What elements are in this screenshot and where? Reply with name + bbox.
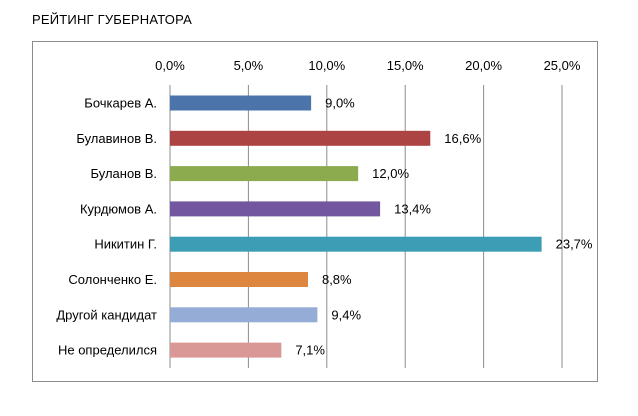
category-label: Другой кандидат — [56, 307, 157, 322]
bar — [170, 307, 318, 323]
category-label: Курдюмов А. — [80, 201, 157, 216]
category-label: Никитин Г. — [94, 237, 157, 252]
data-label: 8,8% — [322, 272, 352, 287]
bar — [170, 342, 282, 358]
category-label: Не определился — [58, 343, 157, 358]
page-title: РЕЙТИНГ ГУБЕРНАТОРА — [32, 12, 192, 27]
category-label: Бочкарев А. — [84, 96, 157, 111]
data-label: 7,1% — [295, 343, 325, 358]
data-label: 13,4% — [394, 201, 431, 216]
bar — [170, 236, 542, 252]
x-tick-label: 15,0% — [387, 58, 424, 73]
category-label: Булавинов В. — [76, 131, 157, 146]
data-label: 9,4% — [331, 307, 361, 322]
bar — [170, 130, 431, 146]
x-tick-label: 25,0% — [544, 58, 581, 73]
x-tick-label: 0,0% — [155, 58, 185, 73]
bar — [170, 166, 359, 182]
bar — [170, 201, 381, 217]
x-tick-label: 10,0% — [308, 58, 345, 73]
data-label: 23,7% — [556, 237, 593, 252]
category-label: Буланов В. — [91, 166, 158, 181]
bar — [170, 272, 308, 287]
data-label: 9,0% — [325, 96, 355, 111]
x-tick-label: 20,0% — [465, 58, 502, 73]
data-label: 16,6% — [444, 131, 481, 146]
x-tick-label: 5,0% — [234, 58, 264, 73]
category-label: Солонченко Е. — [68, 272, 157, 287]
data-label: 12,0% — [372, 166, 409, 181]
bar — [170, 95, 312, 111]
